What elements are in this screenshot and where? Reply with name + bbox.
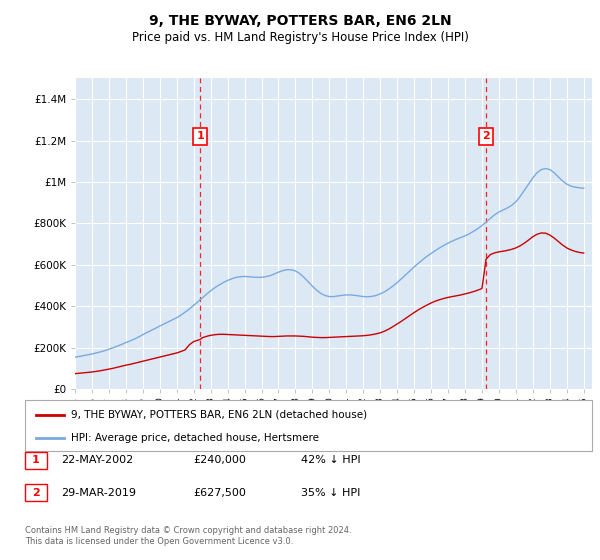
Text: 1: 1 bbox=[196, 132, 204, 142]
Text: Price paid vs. HM Land Registry's House Price Index (HPI): Price paid vs. HM Land Registry's House … bbox=[131, 31, 469, 44]
Text: 29-MAR-2019: 29-MAR-2019 bbox=[61, 488, 136, 498]
Text: £240,000: £240,000 bbox=[193, 455, 246, 465]
Text: 2: 2 bbox=[32, 488, 40, 498]
Text: 22-MAY-2002: 22-MAY-2002 bbox=[61, 455, 133, 465]
Text: £627,500: £627,500 bbox=[193, 488, 246, 498]
Text: Contains HM Land Registry data © Crown copyright and database right 2024.
This d: Contains HM Land Registry data © Crown c… bbox=[25, 526, 352, 546]
Text: 35% ↓ HPI: 35% ↓ HPI bbox=[301, 488, 361, 498]
Text: HPI: Average price, detached house, Hertsmere: HPI: Average price, detached house, Hert… bbox=[71, 433, 319, 443]
Text: 1: 1 bbox=[32, 455, 40, 465]
Text: 9, THE BYWAY, POTTERS BAR, EN6 2LN (detached house): 9, THE BYWAY, POTTERS BAR, EN6 2LN (deta… bbox=[71, 409, 368, 419]
Text: 2: 2 bbox=[482, 132, 490, 142]
Text: 9, THE BYWAY, POTTERS BAR, EN6 2LN: 9, THE BYWAY, POTTERS BAR, EN6 2LN bbox=[149, 14, 451, 28]
Text: 42% ↓ HPI: 42% ↓ HPI bbox=[301, 455, 361, 465]
